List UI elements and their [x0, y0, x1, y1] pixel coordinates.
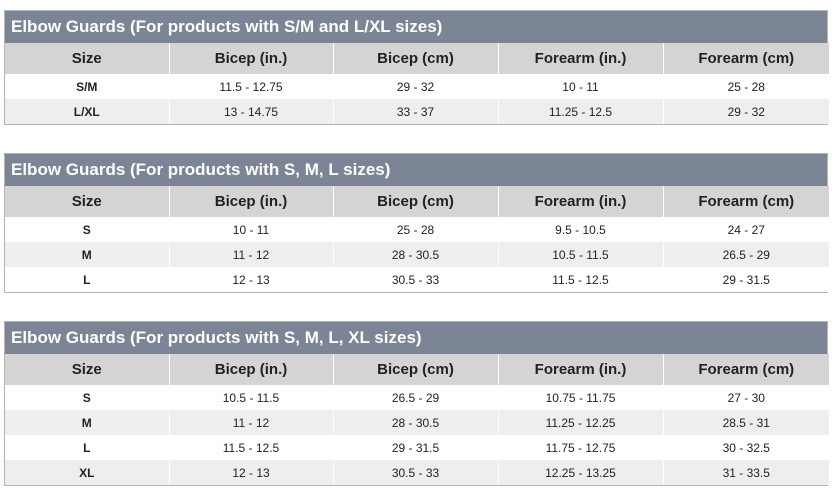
forearm-in-cell: 11.75 - 12.75 [497, 435, 663, 460]
header-row: Size Bicep (in.) Bicep (cm) Forearm (in.… [5, 43, 829, 74]
forearm-in-cell: 10.5 - 11.5 [497, 242, 663, 267]
forearm-cm-cell: 30 - 32.5 [662, 435, 829, 460]
forearm-cm-cell: 29 - 32 [662, 99, 829, 124]
column-header-size: Size [5, 354, 169, 385]
size-cell: M [5, 410, 169, 435]
column-header-forearm-cm: Forearm (cm) [662, 186, 829, 217]
column-header-forearm-cm: Forearm (cm) [662, 43, 829, 74]
bicep-in-cell: 10 - 11 [168, 217, 333, 242]
table-row: S 10 - 11 25 - 28 9.5 - 10.5 24 - 27 [5, 217, 829, 242]
size-cell: M [5, 242, 169, 267]
size-table: Size Bicep (in.) Bicep (cm) Forearm (in.… [5, 43, 829, 124]
bicep-in-cell: 11 - 12 [168, 242, 333, 267]
size-cell: S [5, 217, 169, 242]
column-header-size: Size [5, 186, 169, 217]
size-cell: XL [5, 460, 169, 485]
bicep-cm-cell: 33 - 37 [332, 99, 498, 124]
forearm-cm-cell: 29 - 31.5 [662, 267, 829, 292]
header-row: Size Bicep (in.) Bicep (cm) Forearm (in.… [5, 354, 829, 385]
forearm-cm-cell: 26.5 - 29 [662, 242, 829, 267]
column-header-bicep-cm: Bicep (cm) [332, 354, 498, 385]
size-table: Size Bicep (in.) Bicep (cm) Forearm (in.… [5, 354, 829, 485]
header-row: Size Bicep (in.) Bicep (cm) Forearm (in.… [5, 186, 829, 217]
bicep-in-cell: 11.5 - 12.75 [168, 74, 333, 99]
table-row: M 11 - 12 28 - 30.5 11.25 - 12.25 28.5 -… [5, 410, 829, 435]
size-chart-s-m-l-xl: Elbow Guards (For products with S, M, L,… [4, 321, 829, 486]
size-table: Size Bicep (in.) Bicep (cm) Forearm (in.… [5, 186, 829, 292]
forearm-in-cell: 11.25 - 12.5 [497, 99, 663, 124]
table-row: S/M 11.5 - 12.75 29 - 32 10 - 11 25 - 28 [5, 74, 829, 99]
column-header-forearm-in: Forearm (in.) [497, 43, 663, 74]
table-row: L 11.5 - 12.5 29 - 31.5 11.75 - 12.75 30… [5, 435, 829, 460]
bicep-in-cell: 12 - 13 [168, 460, 333, 485]
bicep-cm-cell: 29 - 32 [332, 74, 498, 99]
bicep-cm-cell: 30.5 - 33 [332, 460, 498, 485]
forearm-in-cell: 10.75 - 11.75 [497, 385, 663, 410]
column-header-size: Size [5, 43, 169, 74]
forearm-in-cell: 12.25 - 13.25 [497, 460, 663, 485]
column-header-bicep-cm: Bicep (cm) [332, 186, 498, 217]
column-header-bicep-in: Bicep (in.) [168, 354, 333, 385]
forearm-in-cell: 11.5 - 12.5 [497, 267, 663, 292]
table-row: L 12 - 13 30.5 - 33 11.5 - 12.5 29 - 31.… [5, 267, 829, 292]
size-cell: L/XL [5, 99, 169, 124]
forearm-cm-cell: 31 - 33.5 [662, 460, 829, 485]
column-header-bicep-cm: Bicep (cm) [332, 43, 498, 74]
forearm-in-cell: 11.25 - 12.25 [497, 410, 663, 435]
bicep-cm-cell: 28 - 30.5 [332, 410, 498, 435]
table-title: Elbow Guards (For products with S/M and … [5, 11, 827, 43]
table-row: XL 12 - 13 30.5 - 33 12.25 - 13.25 31 - … [5, 460, 829, 485]
bicep-cm-cell: 25 - 28 [332, 217, 498, 242]
bicep-in-cell: 11 - 12 [168, 410, 333, 435]
bicep-in-cell: 13 - 14.75 [168, 99, 333, 124]
table-row: S 10.5 - 11.5 26.5 - 29 10.75 - 11.75 27… [5, 385, 829, 410]
forearm-cm-cell: 25 - 28 [662, 74, 829, 99]
column-header-forearm-in: Forearm (in.) [497, 354, 663, 385]
forearm-cm-cell: 27 - 30 [662, 385, 829, 410]
column-header-bicep-in: Bicep (in.) [168, 43, 333, 74]
size-cell: S [5, 385, 169, 410]
table-row: L/XL 13 - 14.75 33 - 37 11.25 - 12.5 29 … [5, 99, 829, 124]
bicep-cm-cell: 28 - 30.5 [332, 242, 498, 267]
size-cell: L [5, 435, 169, 460]
forearm-in-cell: 10 - 11 [497, 74, 663, 99]
size-chart-s-m-l: Elbow Guards (For products with S, M, L … [4, 153, 829, 293]
bicep-cm-cell: 26.5 - 29 [332, 385, 498, 410]
column-header-forearm-cm: Forearm (cm) [662, 354, 829, 385]
forearm-in-cell: 9.5 - 10.5 [497, 217, 663, 242]
column-header-forearm-in: Forearm (in.) [497, 186, 663, 217]
column-header-bicep-in: Bicep (in.) [168, 186, 333, 217]
forearm-cm-cell: 24 - 27 [662, 217, 829, 242]
table-title: Elbow Guards (For products with S, M, L,… [5, 322, 827, 354]
bicep-in-cell: 12 - 13 [168, 267, 333, 292]
size-chart-sm-lxl: Elbow Guards (For products with S/M and … [4, 10, 829, 125]
table-row: M 11 - 12 28 - 30.5 10.5 - 11.5 26.5 - 2… [5, 242, 829, 267]
bicep-in-cell: 11.5 - 12.5 [168, 435, 333, 460]
forearm-cm-cell: 28.5 - 31 [662, 410, 829, 435]
table-title: Elbow Guards (For products with S, M, L … [5, 154, 827, 186]
size-cell: L [5, 267, 169, 292]
size-cell: S/M [5, 74, 169, 99]
bicep-in-cell: 10.5 - 11.5 [168, 385, 333, 410]
bicep-cm-cell: 29 - 31.5 [332, 435, 498, 460]
bicep-cm-cell: 30.5 - 33 [332, 267, 498, 292]
